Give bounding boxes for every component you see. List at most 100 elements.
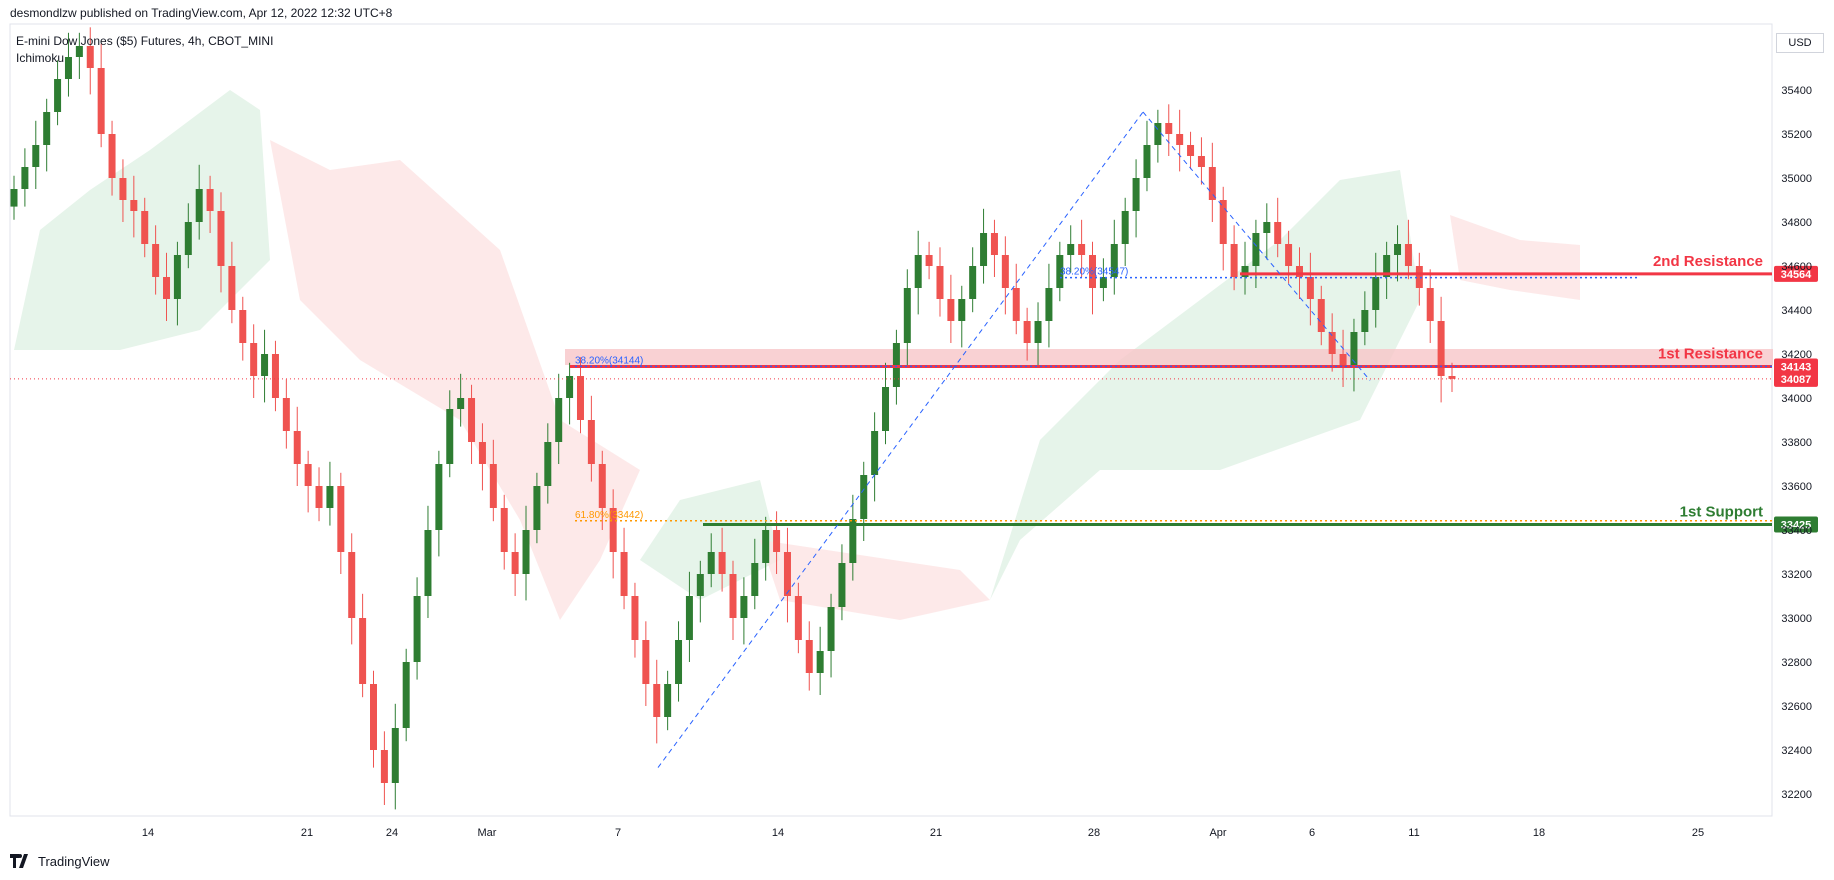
candle-body — [370, 684, 377, 750]
price-tick-label: 33000 — [1781, 613, 1812, 625]
candle-body — [413, 596, 421, 662]
price-tick-label: 32800 — [1781, 657, 1812, 669]
candle-body — [990, 233, 998, 255]
candle-body — [54, 79, 62, 112]
candle-body — [195, 189, 203, 222]
candle-body — [86, 46, 94, 68]
candle-body — [304, 464, 312, 486]
candle-body — [969, 266, 977, 299]
candle-body — [271, 354, 279, 398]
candle-body — [805, 640, 813, 673]
candle-body — [435, 464, 443, 530]
candle-body — [261, 354, 269, 376]
candle-body — [402, 662, 410, 728]
candle-body — [1154, 123, 1162, 145]
tradingview-logo-icon — [10, 854, 32, 868]
candle-body — [1067, 244, 1075, 255]
candle-body — [598, 464, 606, 508]
candle-body — [130, 200, 138, 211]
candle-body — [500, 508, 508, 552]
candle-body — [1383, 255, 1391, 277]
price-tick-label: 32600 — [1781, 701, 1812, 713]
candle-body — [914, 255, 922, 288]
candle-body — [882, 387, 890, 431]
time-tick-label: 21 — [930, 827, 942, 839]
time-tick-label: 6 — [1309, 827, 1315, 839]
fib-annotations-group: 38.20%(34547) 38.20%(34144) 61.80%(33442) — [575, 111, 1772, 768]
time-tick-label: 24 — [386, 827, 398, 839]
price-tick-label: 34400 — [1781, 305, 1812, 317]
plot-area[interactable] — [9, 23, 1773, 817]
candle-body — [1078, 244, 1086, 255]
level-name-label: 2nd Resistance — [1653, 253, 1763, 270]
fib-level-label: 61.80%(33442) — [575, 510, 643, 521]
candle-body — [773, 530, 781, 552]
price-tick-label: 32400 — [1781, 745, 1812, 757]
candle-body — [359, 618, 367, 684]
candle-body — [1143, 145, 1151, 178]
price-tick-label: 34600 — [1781, 261, 1812, 273]
candle-body — [576, 376, 584, 420]
candle-body — [696, 574, 704, 596]
candle-body — [1012, 288, 1020, 321]
candle-body — [1448, 376, 1456, 379]
candle-body — [1350, 332, 1358, 365]
candle-body — [783, 552, 791, 596]
time-tick-label: Apr — [1209, 827, 1226, 839]
candle-body — [1274, 222, 1282, 244]
time-tick-label: 14 — [142, 827, 154, 839]
candle-body — [391, 728, 399, 783]
candle-body — [762, 530, 770, 563]
candle-body — [1165, 123, 1173, 134]
resistance-zone — [565, 349, 1773, 365]
candle-body — [43, 112, 51, 145]
candle-body — [1089, 255, 1096, 288]
candle-body — [871, 431, 879, 475]
candle-body — [1263, 222, 1271, 233]
candle-body — [326, 486, 334, 508]
candle-body — [1285, 244, 1293, 266]
candle-body — [1317, 299, 1325, 332]
level-name-label: 1st Support — [1680, 504, 1763, 521]
price-tick-label: 35200 — [1781, 129, 1812, 141]
candle-body — [173, 255, 181, 299]
candle-body — [64, 57, 72, 79]
indicator-label[interactable]: Ichimoku — [16, 51, 65, 65]
candle-body — [685, 596, 693, 640]
candle-body — [827, 607, 835, 651]
candle-body — [653, 684, 661, 717]
candle-body — [1361, 310, 1369, 332]
candle-body — [642, 640, 650, 684]
candle-body — [32, 145, 40, 167]
candle-body — [958, 299, 966, 321]
candle-body — [664, 684, 672, 717]
candle-body — [478, 442, 486, 464]
candle-body — [163, 277, 171, 299]
candle-body — [75, 46, 83, 57]
candle-body — [751, 563, 759, 596]
candle-body — [315, 486, 323, 508]
candle-body — [740, 596, 748, 618]
candle-body — [794, 596, 802, 640]
candle-body — [348, 552, 356, 618]
currency-unit[interactable]: USD — [1776, 33, 1824, 53]
candle-body — [1099, 277, 1107, 288]
candle-body — [97, 68, 105, 134]
fib-leg-line — [657, 111, 1144, 768]
footer-brand[interactable]: TradingView — [38, 853, 110, 869]
candle-body — [1241, 266, 1249, 277]
candle-body — [1045, 288, 1053, 321]
candle-body — [468, 398, 476, 442]
time-tick-label: Mar — [478, 827, 497, 839]
candle-body — [282, 398, 290, 431]
time-tick-label: 14 — [772, 827, 784, 839]
candle-body — [489, 464, 497, 508]
candle-body — [1056, 255, 1064, 288]
candle-body — [206, 189, 214, 211]
candle-body — [620, 552, 628, 596]
price-tick-label: 32200 — [1781, 789, 1812, 801]
price-tick-label: 35000 — [1781, 173, 1812, 185]
price-tick-label: 34000 — [1781, 393, 1812, 405]
candle-body — [1187, 145, 1195, 156]
